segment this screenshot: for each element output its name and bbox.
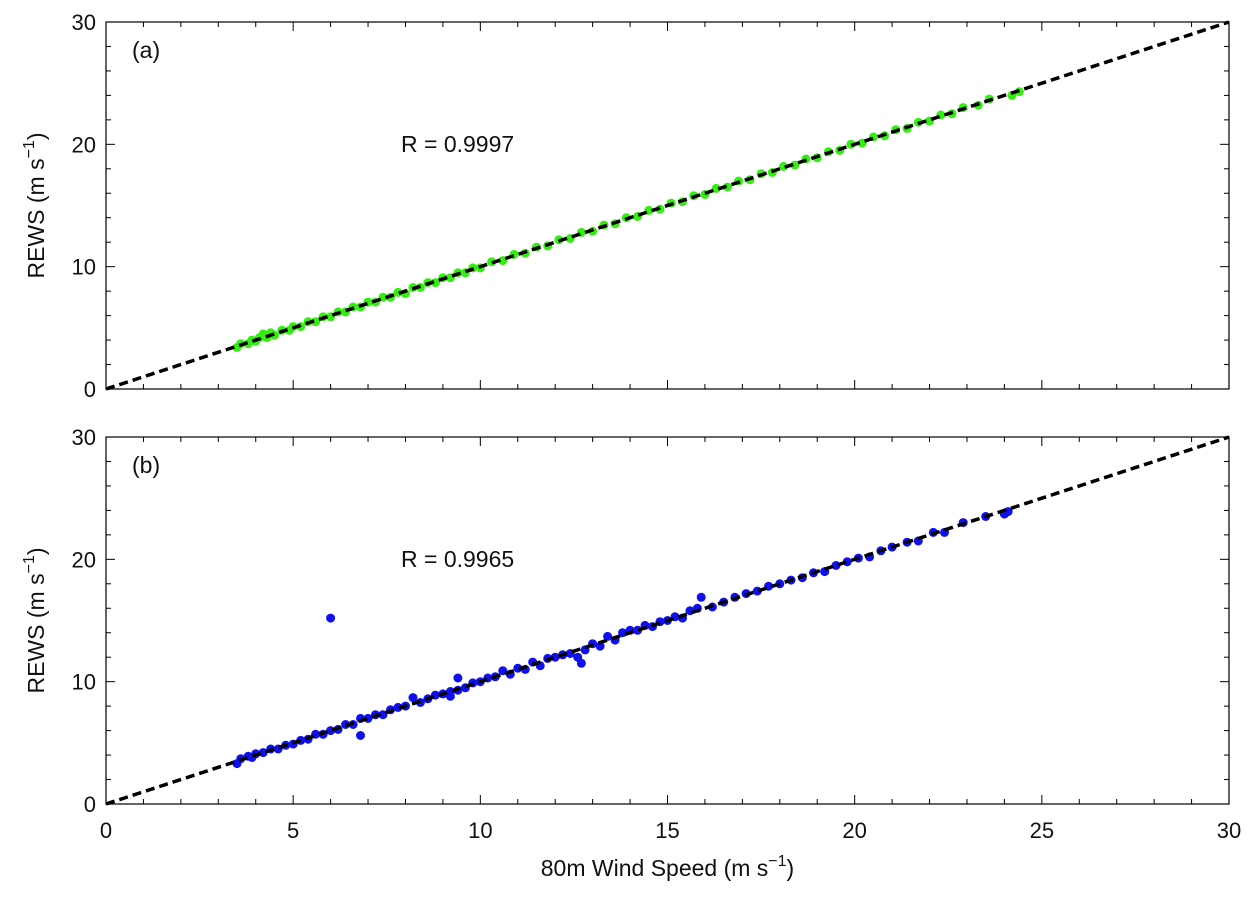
data-point	[445, 691, 455, 701]
panel-label: (b)	[132, 452, 160, 478]
x-tick-label: 0	[100, 818, 112, 843]
panel-a: 0 10 20 30 (a) R = 0.9997 REWS (m s−1)	[21, 10, 1230, 402]
y-tick-label: 20	[72, 132, 96, 157]
x-tick-label: 30	[1217, 818, 1241, 843]
data-point	[696, 592, 706, 602]
y-tick-label: 20	[72, 547, 96, 572]
data-point	[711, 183, 721, 193]
axis-ticks	[105, 21, 1230, 390]
y-tick-label: 10	[72, 255, 96, 280]
y-tick-label: 10	[72, 670, 96, 695]
data-point	[618, 628, 628, 638]
axis-ticks	[105, 436, 1230, 805]
data-point	[408, 693, 418, 703]
x-tick-label: 25	[1030, 818, 1054, 843]
data-point	[603, 631, 613, 641]
panel-b: 0 10 20 30 0 5 10 15 20 25 30 (b) R = 0.9965 REWS (m …	[21, 425, 1241, 881]
y-tick-label: 30	[72, 10, 96, 35]
y-tick-label: 0	[84, 792, 96, 817]
data-point	[326, 613, 336, 623]
x-tick-label: 5	[287, 818, 299, 843]
y-tick-label: 30	[72, 425, 96, 450]
x-tick-label: 20	[842, 818, 866, 843]
data-point	[356, 731, 365, 740]
data-point	[576, 658, 586, 668]
panel-label: (a)	[132, 37, 160, 63]
data-point	[595, 641, 605, 651]
y-axis-title: REWS (m s−1)	[21, 132, 49, 278]
x-tick-label: 15	[655, 818, 679, 843]
y-axis-title: REWS (m s−1)	[21, 547, 49, 693]
data-point	[453, 673, 463, 683]
data-point	[378, 710, 388, 720]
correlation-annotation: R = 0.9997	[401, 131, 514, 157]
correlation-annotation: R = 0.9965	[401, 546, 514, 572]
reference-line	[105, 435, 1230, 806]
x-tick-label: 10	[468, 818, 492, 843]
data-point	[498, 256, 508, 266]
y-tick-label: 0	[84, 377, 96, 402]
reference-line	[105, 20, 1230, 391]
x-axis-title: 80m Wind Speed (m s−1)	[541, 853, 794, 881]
